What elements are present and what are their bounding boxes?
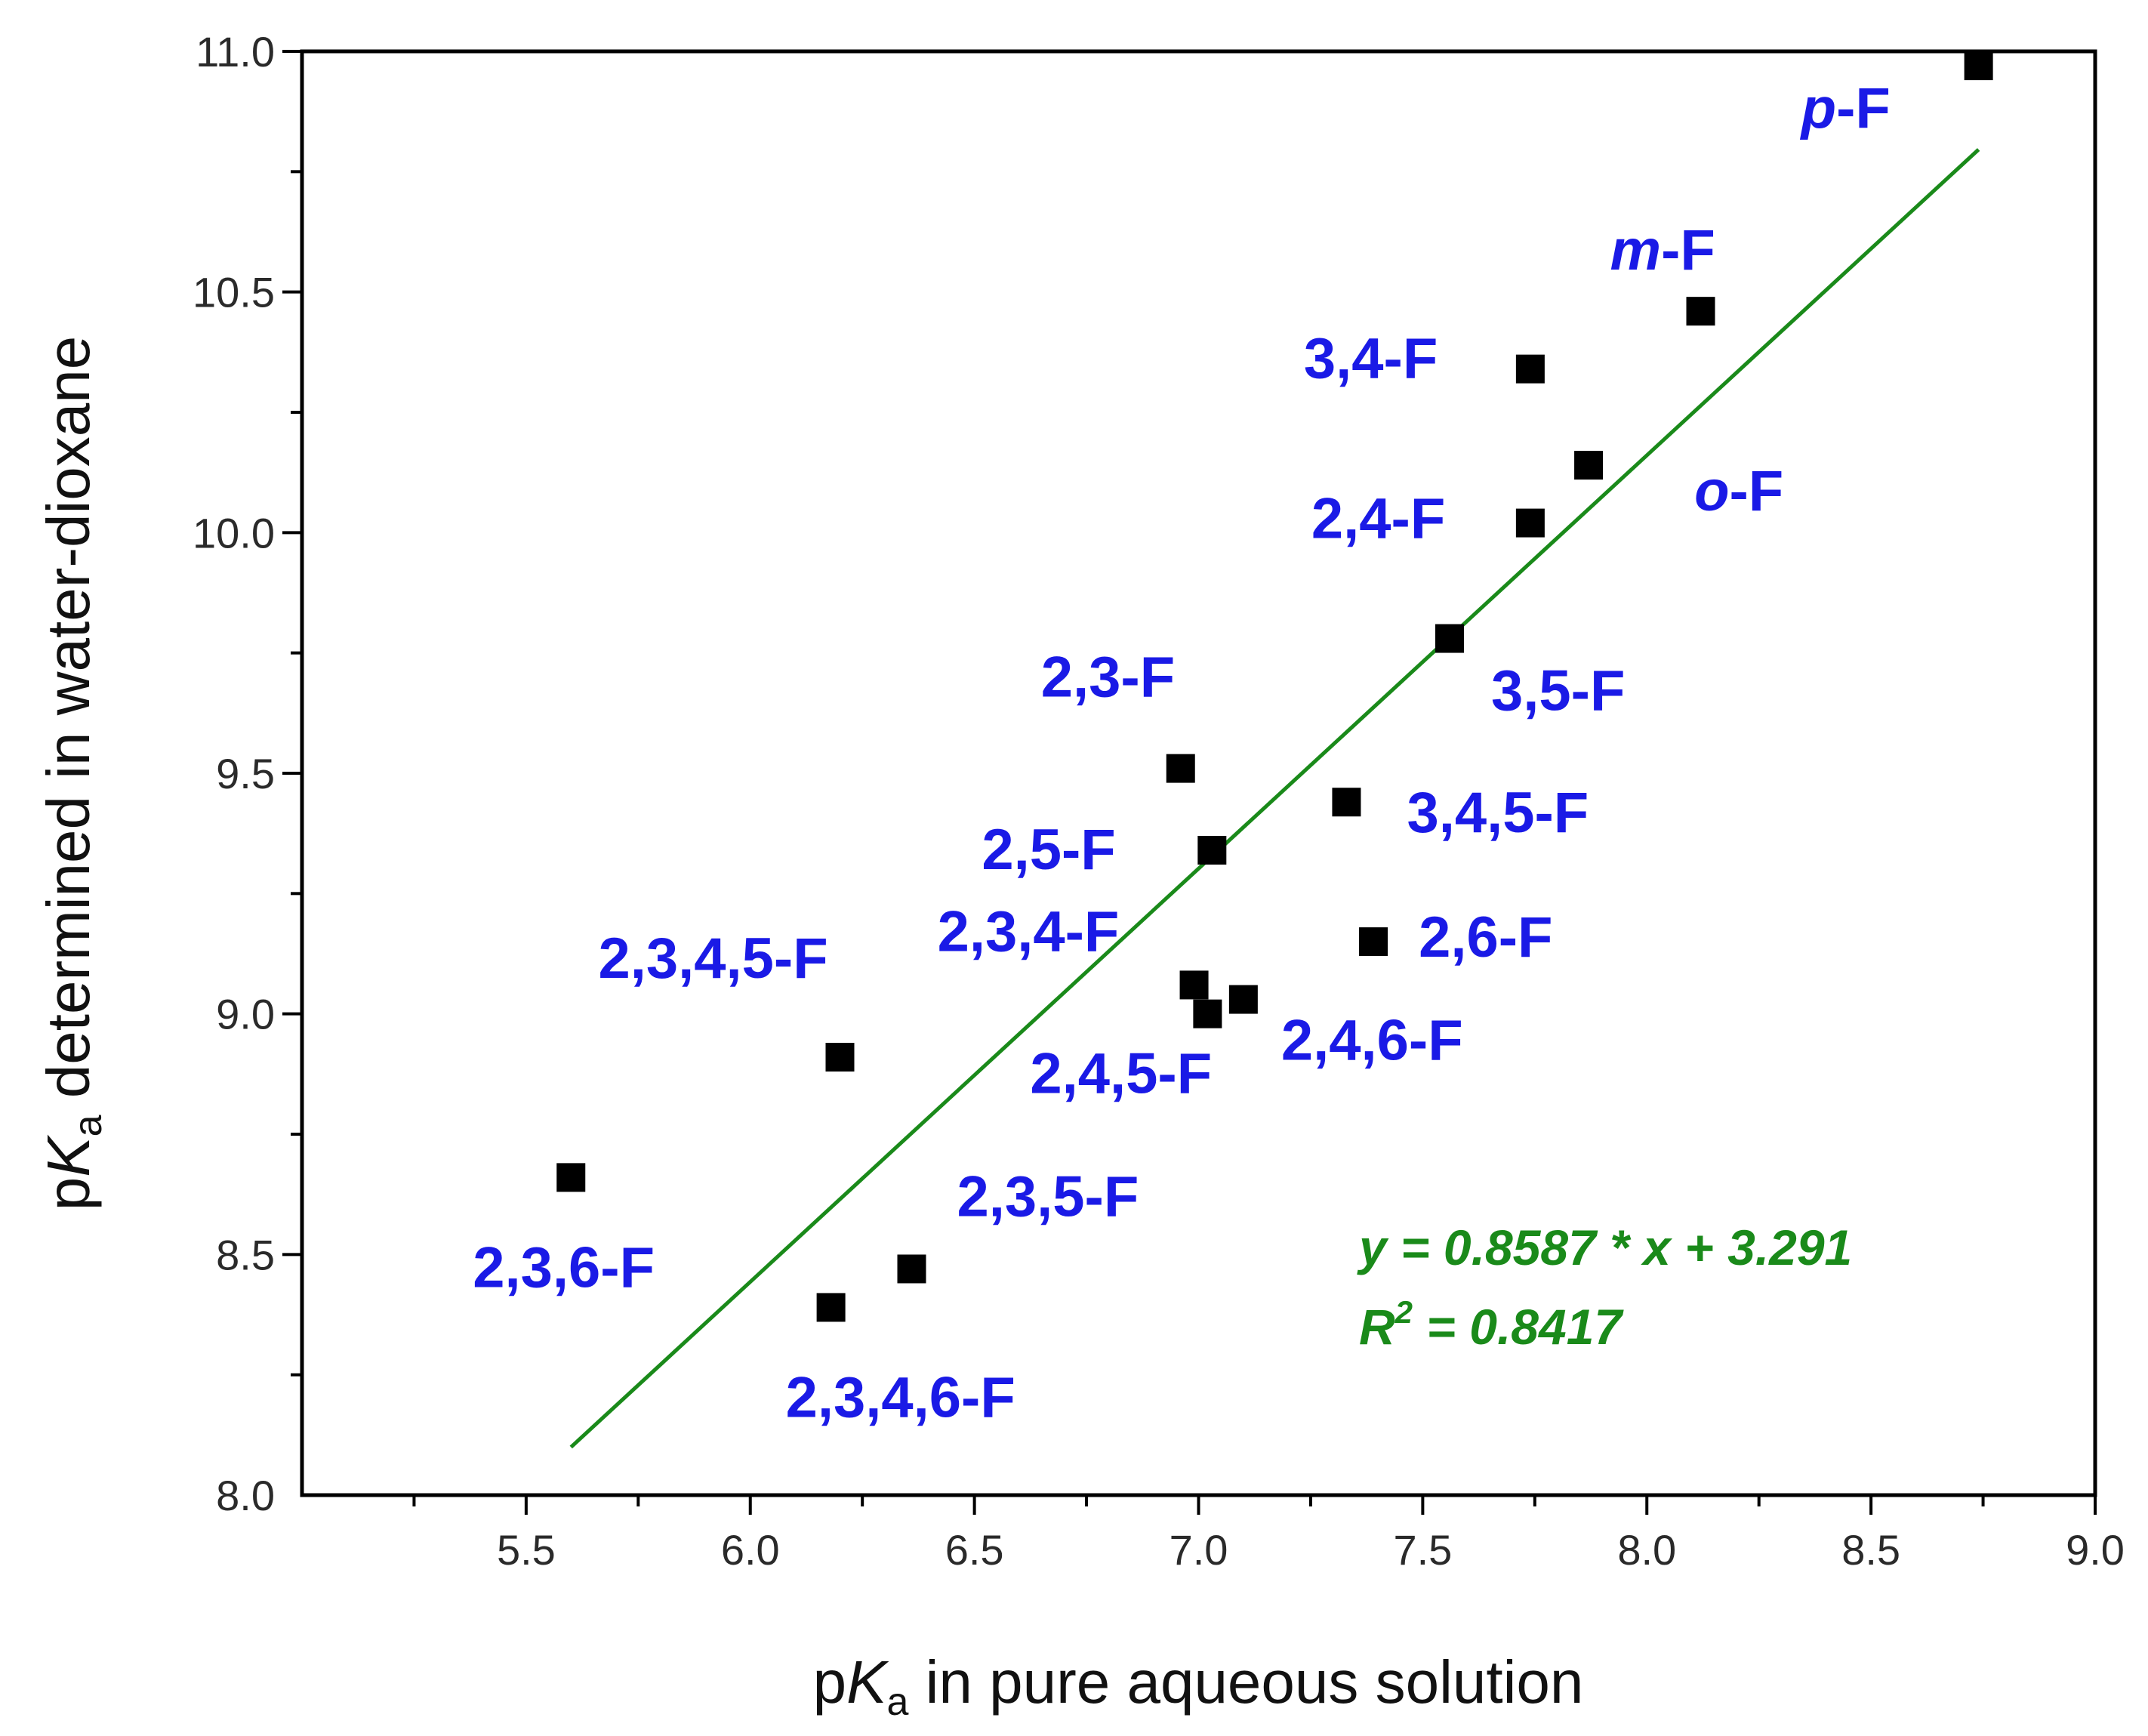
data-point-marker — [1166, 754, 1195, 783]
x-tick-label: 5.5 — [497, 1526, 556, 1574]
x-tick-label: 9.0 — [2066, 1526, 2125, 1574]
data-point-label: 2,4,6-F — [1281, 1009, 1463, 1073]
data-point-label: 2,3,4-F — [938, 899, 1120, 964]
data-point-label: o-F — [1694, 459, 1783, 523]
y-tick-label: 10.0 — [193, 509, 275, 557]
r2-superscript: 2 — [1395, 1294, 1413, 1330]
label-text: -F — [1730, 459, 1784, 523]
label-text: 2,3,5-F — [957, 1164, 1139, 1229]
r2-value: = 0.8417 — [1413, 1299, 1624, 1355]
data-point-label: 2,3,6-F — [473, 1235, 655, 1300]
y-tick-label: 8.5 — [216, 1231, 275, 1278]
label-text: 2,3,4-F — [938, 899, 1120, 964]
data-point-marker — [1686, 297, 1715, 326]
label-text: -F — [1661, 218, 1715, 282]
label-text: 2,4,5-F — [1030, 1042, 1212, 1106]
x-tick-label: 6.5 — [945, 1526, 1004, 1574]
label-text: 2,5-F — [982, 818, 1115, 882]
data-point-marker — [1435, 624, 1464, 653]
y-tick-label: 9.5 — [216, 750, 275, 797]
data-point-marker — [1359, 927, 1388, 957]
x-tick-label: 7.5 — [1393, 1526, 1452, 1574]
labels-layer: p-Fm-F3,4-Fo-F2,4-F3,5-F2,3-F3,4,5-F2,5-… — [473, 76, 1891, 1429]
label-text: 2,4-F — [1311, 487, 1445, 551]
x-title-italic: K — [846, 1648, 889, 1716]
fit-r-squared: R2 = 0.8417 — [1359, 1294, 1624, 1355]
x-tick-label: 8.0 — [1617, 1526, 1676, 1574]
points-layer — [556, 51, 1993, 1322]
fit-equation: y = 0.8587 * x + 3.291 — [1357, 1220, 1852, 1275]
x-tick-label: 8.5 — [1841, 1526, 1900, 1574]
data-point-marker — [825, 1043, 855, 1072]
data-point-marker — [816, 1293, 846, 1322]
label-italic-prefix: m — [1610, 218, 1662, 282]
x-title-sub: a — [886, 1680, 908, 1724]
data-point-marker — [1193, 999, 1222, 1028]
data-point-marker — [1197, 835, 1227, 865]
data-point-label: 2,4,5-F — [1030, 1042, 1212, 1106]
label-text: 2,3-F — [1041, 646, 1175, 710]
data-point-label: 2,3,5-F — [957, 1164, 1139, 1229]
data-point-label: m-F — [1610, 218, 1715, 282]
label-text: 2,3,6-F — [473, 1235, 655, 1300]
data-point-label: 3,4-F — [1304, 327, 1438, 391]
data-point-label: 2,3-F — [1041, 646, 1175, 710]
fit-line — [569, 148, 1980, 1449]
axis-ticks: 5.5 6.0 6.5 7.0 7.5 8.0 8.5 9.0 8.0 8.5 9.0 9.5 10.0… — [193, 28, 2125, 1574]
data-point-marker — [1228, 985, 1258, 1014]
y-title-sub: a — [66, 1115, 110, 1136]
data-point-label: 2,3,4,6-F — [786, 1365, 1015, 1429]
x-axis-title: pKa in pure aqueous solution — [813, 1648, 1584, 1724]
label-text: 3,5-F — [1491, 659, 1625, 723]
label-text: 2,6-F — [1419, 905, 1552, 970]
label-text: 3,4-F — [1304, 327, 1438, 391]
data-point-marker — [1332, 788, 1361, 817]
data-point-label: p-F — [1800, 76, 1891, 140]
x-tick-label: 7.0 — [1170, 1526, 1228, 1574]
label-text: 2,3,4,6-F — [786, 1365, 1015, 1429]
label-italic-prefix: p — [1800, 76, 1836, 140]
data-point-label: 3,5-F — [1491, 659, 1625, 723]
data-point-marker — [556, 1163, 586, 1192]
data-point-marker — [1574, 451, 1604, 480]
data-point-label: 2,5-F — [982, 818, 1115, 882]
y-title-rest: determined in water-dioxane — [35, 336, 102, 1115]
data-point-label: 2,4-F — [1311, 487, 1445, 551]
data-point-label: 2,3,4,5-F — [599, 927, 828, 991]
fit-layer — [569, 148, 1980, 1449]
y-title-italic: K — [35, 1134, 102, 1177]
y-axis-title: pKa determined in water-dioxane — [35, 336, 110, 1210]
y-tick-label: 8.0 — [216, 1472, 275, 1519]
r2-symbol: R — [1359, 1299, 1395, 1355]
x-tick-label: 6.0 — [721, 1526, 780, 1574]
y-tick-label: 10.5 — [193, 269, 275, 316]
x-title-prefix: p — [813, 1648, 847, 1716]
data-point-marker — [1515, 508, 1545, 538]
data-point-marker — [1515, 354, 1545, 384]
x-title-rest: in pure aqueous solution — [908, 1648, 1583, 1716]
data-point-marker — [1179, 970, 1209, 1000]
data-point-label: 3,4,5-F — [1407, 781, 1589, 845]
y-tick-label: 11.0 — [196, 28, 275, 76]
label-italic-prefix: o — [1694, 459, 1729, 523]
label-text: -F — [1836, 76, 1891, 140]
data-point-label: 2,6-F — [1419, 905, 1552, 970]
data-point-marker — [1964, 51, 1993, 81]
data-point-marker — [897, 1254, 926, 1284]
label-text: 2,3,4,5-F — [599, 927, 828, 991]
label-text: 2,4,6-F — [1281, 1009, 1463, 1073]
y-tick-label: 9.0 — [216, 991, 275, 1038]
label-text: 3,4,5-F — [1407, 781, 1589, 845]
y-title-prefix: p — [35, 1177, 102, 1211]
